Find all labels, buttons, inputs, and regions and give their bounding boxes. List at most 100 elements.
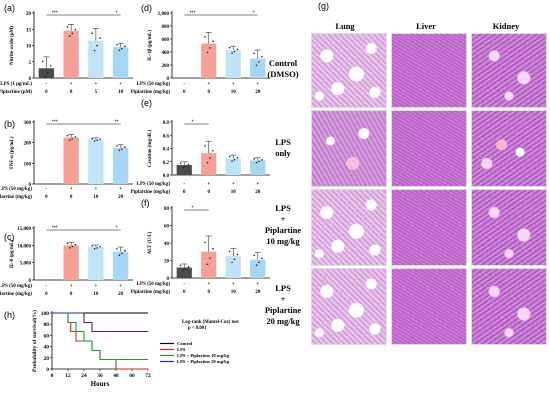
bar-f-0	[176, 267, 192, 278]
replicate-point-e	[233, 158, 236, 161]
panel-letter-c: (c)	[4, 232, 15, 242]
replicate-point-a	[116, 43, 118, 46]
row-label-lps: LPS only	[275, 137, 291, 158]
y-tick-label-a: 10	[26, 45, 32, 50]
row-label-piplartine-d: Piplartine (mg/kg)	[131, 90, 171, 95]
y-axis-label-b: TNF-α (pg/mL)	[10, 136, 15, 170]
y-tick-label-e: 0.6	[163, 134, 170, 139]
replicate-point-e	[261, 159, 263, 161]
piplartine-value-e: 0	[183, 190, 186, 195]
bar-e-0	[176, 165, 192, 175]
micrograph-lps-liver	[391, 110, 467, 187]
y-tick-label-d: 800	[162, 25, 170, 30]
col-header-lung: Lung	[335, 21, 355, 31]
row-label-piplartine-a: Piplartine (μM)	[0, 90, 32, 95]
lps-value-d: +	[256, 82, 259, 87]
replicate-point-b	[124, 146, 126, 149]
piplartine-value-f: 20	[255, 290, 261, 295]
replicate-point-b	[69, 139, 71, 141]
lps-value-a: -	[46, 82, 48, 87]
row-label-pip20: LPS + Piplartine 20 mg/kg	[264, 283, 302, 326]
replicate-point-a	[46, 72, 49, 74]
replicate-point-e	[204, 145, 206, 147]
y-tick-label-h: 100	[41, 311, 50, 317]
micrograph-pip20-liver	[391, 268, 467, 345]
replicate-point-b	[118, 149, 121, 152]
micrograph-pip10-liver	[391, 189, 467, 266]
lps-value-c: +	[119, 284, 122, 289]
replicate-point-f	[179, 264, 182, 267]
replicate-point-f	[261, 257, 263, 260]
micrograph-control-liver	[391, 33, 467, 108]
replicate-point-f	[236, 253, 239, 256]
piplartine-value-d: 0	[183, 90, 186, 95]
bar-d-1	[201, 43, 217, 78]
bar-a-3	[112, 47, 129, 78]
row-label-piplartine-e: Piplartine (mg/kg)	[131, 190, 171, 195]
lps-value-a: +	[70, 82, 73, 87]
sig-stars-right-c: *	[116, 226, 118, 232]
row-label-lps-d: LPS (50 mg/kg)	[137, 82, 171, 87]
row-label-lps-a: LPS (1 μg/mL)	[0, 82, 32, 87]
bar-e-1	[201, 153, 217, 175]
y-tick-label-b: 200	[24, 142, 32, 147]
replicate-point-b	[99, 138, 101, 141]
replicate-point-a	[66, 26, 69, 28]
piplartine-value-b: 0	[70, 195, 73, 200]
y-tick-label-d: 400	[162, 51, 170, 56]
y-tick-label-e: 0.0	[163, 174, 170, 179]
sig-stars-c: ***	[52, 226, 58, 232]
y-tick-label-h: 80	[44, 322, 50, 328]
replicate-point-f	[228, 250, 231, 253]
replicate-point-c	[69, 247, 71, 249]
replicate-point-a	[49, 65, 52, 67]
y-tick-label-b: 0	[29, 183, 32, 188]
piplartine-value-c: 0	[45, 292, 48, 297]
col-header-kidney: Kidney	[492, 21, 520, 31]
lps-value-c: +	[70, 284, 73, 289]
replicate-point-b	[93, 140, 96, 142]
sig-stars-a: ***	[52, 11, 58, 17]
replicate-point-f	[184, 268, 187, 270]
piplartine-value-b: 20	[118, 195, 124, 200]
replicate-point-c	[99, 245, 101, 248]
y-tick-label-c: 0	[29, 279, 32, 284]
piplartine-value-c: 10	[93, 292, 99, 297]
sig-stars-f: *	[192, 206, 194, 212]
y-tick-label-d: 1,000	[158, 12, 170, 17]
y-tick-label-a: 0	[29, 77, 32, 82]
row-label-piplartine-f: Piplartine (mg/kg)	[131, 290, 171, 295]
replicate-point-c	[91, 245, 93, 247]
replicate-point-e	[184, 165, 187, 168]
lps-value-b: +	[94, 187, 97, 192]
lps-value-e: -	[183, 182, 185, 187]
bar-c-1	[63, 245, 79, 280]
piplartine-value-b: 0	[45, 195, 48, 200]
row-label-lps-e: LPS (50 mg/kg)	[137, 182, 171, 187]
piplartine-value-f: 0	[183, 290, 186, 295]
bar-c-3	[112, 251, 129, 280]
replicate-point-f	[187, 266, 190, 268]
bar-b-2	[88, 139, 104, 184]
y-tick-label-a: 20	[26, 12, 32, 17]
replicate-point-f	[255, 264, 258, 267]
replicate-point-b	[74, 136, 77, 138]
replicate-point-a	[121, 47, 123, 50]
replicate-point-e	[231, 160, 233, 162]
replicate-point-f	[258, 261, 260, 264]
replicate-point-f	[253, 254, 255, 257]
replicate-point-e	[209, 157, 211, 159]
bar-f-1	[201, 251, 217, 278]
piplartine-value-e: 0	[208, 190, 211, 195]
replicate-point-b	[96, 139, 98, 142]
lps-value-b: +	[119, 187, 122, 192]
replicate-point-e	[187, 163, 190, 166]
legend-label-0: Control	[177, 341, 193, 346]
replicate-point-a	[69, 35, 71, 37]
bar-e-3	[250, 160, 266, 175]
replicate-point-a	[41, 60, 44, 63]
lps-value-f: +	[256, 282, 259, 287]
sig-stars-right-d: *	[253, 11, 255, 17]
